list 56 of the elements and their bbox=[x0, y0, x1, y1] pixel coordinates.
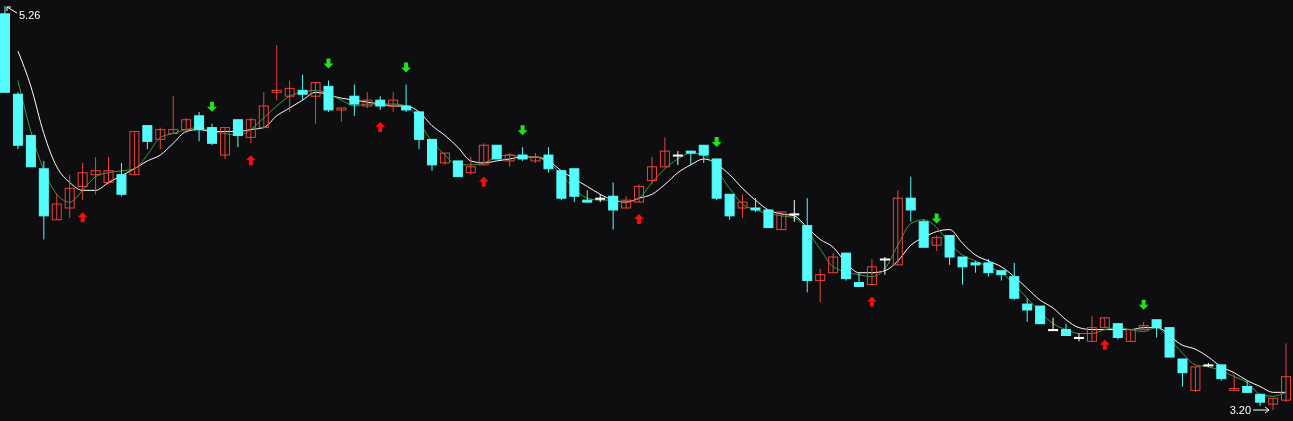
candlestick bbox=[815, 268, 826, 303]
candlestick bbox=[168, 95, 179, 134]
candlestick bbox=[207, 123, 218, 146]
candlestick bbox=[634, 183, 645, 203]
candlestick bbox=[1048, 317, 1059, 332]
candlestick bbox=[245, 117, 256, 144]
candlestick bbox=[854, 272, 864, 287]
candlestick bbox=[724, 193, 735, 221]
candlestick bbox=[866, 258, 877, 285]
candlestick bbox=[103, 156, 114, 185]
candlestick bbox=[608, 182, 619, 231]
candlestick bbox=[129, 131, 140, 176]
candlestick bbox=[1281, 342, 1291, 403]
candlestick bbox=[297, 74, 308, 101]
candlestick bbox=[1125, 329, 1136, 342]
candlestick bbox=[258, 91, 269, 129]
candlestick bbox=[905, 176, 916, 223]
candlestick bbox=[1022, 297, 1033, 323]
candlestick bbox=[439, 152, 450, 166]
candlestick bbox=[957, 256, 968, 285]
candlestick bbox=[646, 156, 657, 185]
candlestick bbox=[271, 44, 282, 101]
candlestick bbox=[1099, 317, 1110, 329]
candlestick bbox=[64, 174, 75, 219]
candlestick bbox=[789, 199, 800, 223]
candlestick bbox=[1086, 315, 1097, 342]
candlestick bbox=[284, 80, 295, 113]
candlestick bbox=[879, 256, 890, 276]
candlestick bbox=[892, 189, 903, 266]
candlestick bbox=[944, 234, 955, 266]
candlestick bbox=[659, 136, 670, 168]
candlestick bbox=[51, 193, 62, 221]
candlestick bbox=[388, 91, 399, 113]
candlestick bbox=[1190, 366, 1201, 393]
candlestick bbox=[737, 193, 748, 219]
candlestick bbox=[401, 83, 412, 113]
candlestick bbox=[323, 80, 334, 113]
annotation: 5.26 bbox=[19, 9, 41, 21]
candlestick bbox=[1073, 333, 1084, 342]
candlestick bbox=[1009, 262, 1020, 301]
candlestick bbox=[621, 195, 632, 209]
candlestick bbox=[194, 111, 205, 142]
candlestick bbox=[478, 142, 489, 166]
candlestick bbox=[142, 125, 153, 150]
candlestick bbox=[116, 162, 127, 197]
candlestick bbox=[155, 127, 166, 150]
candlestick bbox=[349, 83, 360, 117]
candlestick bbox=[77, 162, 88, 201]
annotation: 3.20 bbox=[1229, 404, 1252, 416]
candlestick bbox=[310, 81, 321, 125]
candlestick bbox=[232, 119, 243, 148]
candlestick bbox=[543, 146, 554, 174]
candlestick bbox=[1177, 358, 1188, 387]
candlestick bbox=[219, 127, 230, 160]
candlestick bbox=[90, 156, 101, 195]
candlestick bbox=[828, 252, 839, 274]
